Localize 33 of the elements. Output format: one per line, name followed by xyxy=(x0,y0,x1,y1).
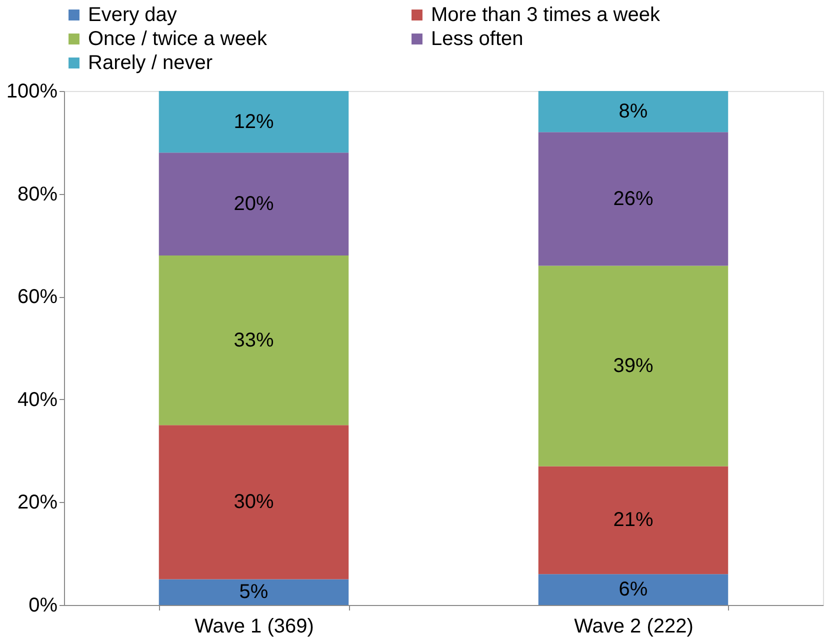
bar xyxy=(158,91,349,153)
data-label: 21% xyxy=(613,509,654,532)
data-label: 33% xyxy=(234,329,274,352)
y-tick-label: 80% xyxy=(17,183,58,206)
x-tick-label: Wave 1 (369) xyxy=(194,616,314,638)
data-label: 39% xyxy=(613,354,654,377)
data-label: 8% xyxy=(618,100,648,123)
legend-label: Once / twice a week xyxy=(88,28,268,50)
bar xyxy=(158,425,349,580)
data-label: 30% xyxy=(234,491,274,514)
bar xyxy=(538,91,728,132)
y-tick-label: 60% xyxy=(17,286,58,308)
legend-label: Every day xyxy=(88,4,177,26)
y-tick-label: 100% xyxy=(6,80,58,102)
x-tick-label: Wave 2 (222) xyxy=(574,616,694,638)
bar xyxy=(158,152,349,256)
bar xyxy=(538,466,728,574)
data-label: 12% xyxy=(234,110,274,133)
bar xyxy=(158,255,349,426)
bar xyxy=(538,266,728,466)
data-label: 26% xyxy=(613,188,654,210)
legend-label: Less often xyxy=(431,28,524,50)
data-label: 5% xyxy=(239,581,268,604)
legend-label: Rarely / never xyxy=(88,52,213,74)
y-tick-label: 20% xyxy=(17,492,58,514)
bar xyxy=(538,574,728,605)
bar xyxy=(158,579,349,605)
bar xyxy=(538,132,728,266)
data-label: 20% xyxy=(234,193,274,216)
legend-label: More than 3 times a week xyxy=(431,4,661,26)
y-tick-label: 40% xyxy=(17,388,58,411)
y-tick-label: 0% xyxy=(28,594,58,616)
data-label: 6% xyxy=(618,578,648,601)
